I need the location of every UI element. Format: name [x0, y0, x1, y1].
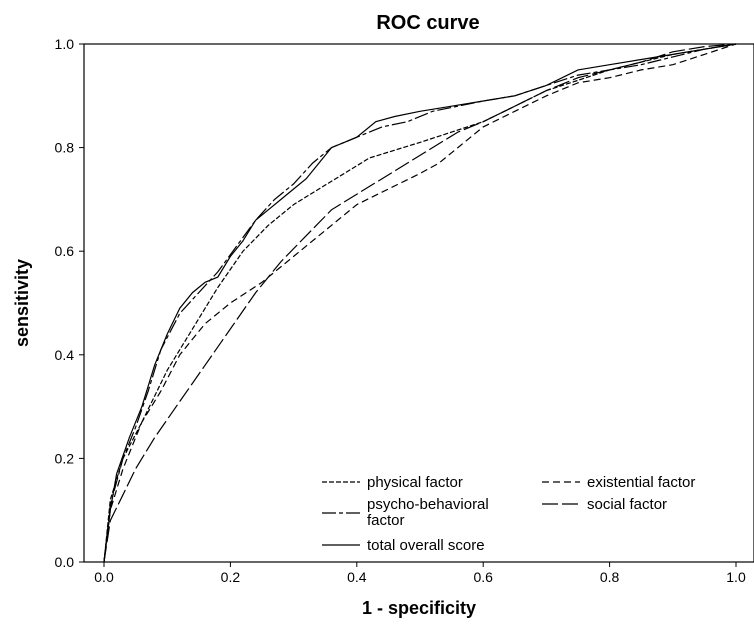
legend-label: existential factor	[587, 474, 695, 491]
x-tick-label: 0.6	[473, 569, 493, 585]
y-axis-label: sensitivity	[12, 259, 32, 347]
legend-label: psycho-behavioral factor	[367, 496, 489, 529]
chart-legend: physical factor existential factor psycho-…	[322, 474, 695, 554]
legend-label: physical factor	[367, 474, 463, 491]
plot-frame	[83, 43, 754, 563]
y-tick-label: 0.8	[55, 140, 75, 156]
legend-label: social factor	[587, 496, 667, 513]
y-tick-label: 0.2	[55, 450, 75, 466]
roc-curves	[103, 43, 737, 563]
y-tick-label: 1.0	[55, 36, 75, 52]
x-axis-label: 1 - specificity	[362, 598, 476, 618]
axis-ticks: 0.0 0.2 0.4 0.6 0.8 1.0 0.0 0.2 0.4 0.6 0.8 1.0	[55, 36, 746, 585]
x-tick-label: 0.2	[221, 569, 241, 585]
series-line	[103, 43, 737, 563]
y-tick-label: 0.4	[55, 347, 75, 363]
x-tick-label: 0.8	[600, 569, 620, 585]
legend-label: total overall score	[367, 537, 485, 554]
series-line	[103, 43, 737, 563]
x-tick-label: 1.0	[726, 569, 746, 585]
y-tick-label: 0.6	[55, 243, 75, 259]
chart-title: ROC curve	[376, 12, 479, 34]
x-tick-label: 0.4	[347, 569, 367, 585]
y-tick-label: 0.0	[55, 554, 75, 570]
series-line	[103, 43, 737, 563]
x-tick-label: 0.0	[94, 569, 114, 585]
